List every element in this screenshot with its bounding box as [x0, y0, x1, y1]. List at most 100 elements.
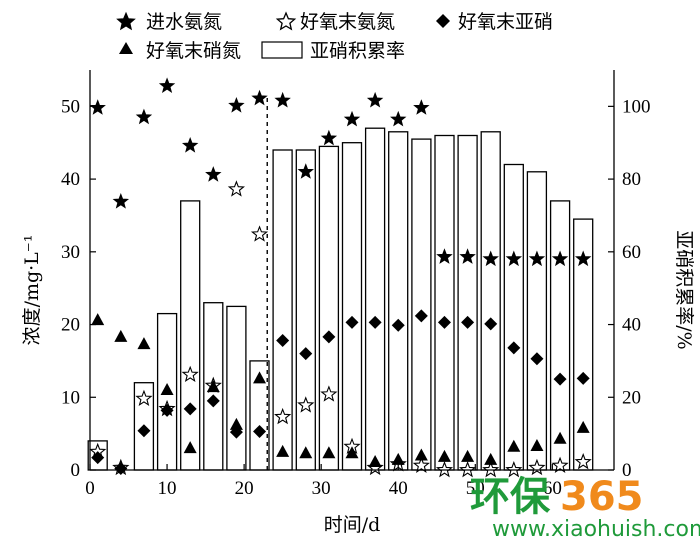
legend-item-effluent-nitrate: 好氧末硝氮: [119, 40, 241, 62]
point-influent-ammonia: [528, 250, 546, 267]
bar-nitrite-accumulation: [549, 200, 571, 471]
point-effluent-nitrate: [253, 371, 267, 384]
left-y-tick-label: 0: [71, 460, 81, 481]
point-effluent-nitrite: [461, 315, 475, 329]
legend-item-nitrite-accumulation: 亚硝积累率: [261, 40, 405, 62]
point-effluent-nitrate: [414, 448, 428, 461]
left-y-tick-label: 30: [61, 242, 80, 263]
point-influent-ammonia: [320, 129, 338, 146]
point-effluent-nitrite: [137, 424, 151, 438]
point-effluent-ammonia: [135, 389, 153, 407]
point-effluent-nitrate: [368, 455, 382, 467]
point-effluent-nitrate: [322, 446, 336, 459]
bar-nitrite-accumulation: [411, 138, 432, 471]
point-influent-ammonia: [366, 91, 384, 108]
point-influent-ammonia: [459, 248, 476, 264]
point-effluent-ammonia: [551, 456, 569, 473]
point-effluent-ammonia: [435, 460, 454, 478]
point-influent-ammonia: [228, 97, 245, 113]
watermark-logo-text-1: 环保: [470, 474, 551, 520]
bar-nitrite-accumulation: [180, 200, 201, 471]
bar-nitrite-accumulation: [295, 149, 316, 471]
point-influent-ammonia: [505, 250, 523, 267]
left-y-tick-label: 20: [61, 315, 80, 336]
legend-marker-star-open: [275, 11, 297, 31]
right-y-axis-label: 亚硝积累率/%: [673, 230, 695, 349]
point-influent-ammonia: [205, 166, 222, 182]
point-effluent-nitrate: [461, 449, 475, 462]
points-layer: [89, 77, 592, 478]
point-effluent-nitrate: [137, 337, 151, 350]
bar-nitrite-accumulation: [364, 127, 386, 471]
point-influent-ammonia: [181, 137, 199, 153]
point-effluent-nitrite: [91, 451, 105, 465]
x-tick-label: 30: [312, 478, 331, 499]
point-effluent-ammonia: [505, 460, 523, 478]
right-y-tick-label: 100: [622, 96, 651, 117]
point-effluent-nitrate: [576, 420, 590, 433]
point-influent-ammonia: [297, 163, 314, 179]
point-effluent-nitrite: [322, 330, 336, 344]
legend-marker-star-filled: [116, 11, 136, 31]
point-effluent-nitrate: [114, 329, 128, 342]
left-y-tick-label: 40: [61, 169, 80, 190]
point-effluent-nitrate: [206, 380, 220, 393]
bar-nitrite-accumulation: [388, 131, 409, 471]
point-effluent-nitrate: [276, 444, 290, 457]
bar-nitrite-accumulation: [480, 131, 501, 471]
point-effluent-nitrite: [437, 315, 451, 329]
point-effluent-nitrate: [183, 441, 197, 454]
bar-nitrite-accumulation: [226, 305, 247, 471]
x-tick-label: 0: [85, 478, 95, 499]
watermark-url: www.xiaohuish.com: [492, 517, 700, 542]
point-effluent-nitrate: [91, 313, 105, 326]
left-y-tick-label: 50: [61, 96, 80, 117]
bars-layer: [87, 127, 594, 471]
point-influent-ammonia: [89, 99, 106, 115]
point-effluent-nitrite: [414, 309, 428, 323]
point-effluent-nitrate: [229, 417, 243, 430]
left-y-tick-label: 10: [61, 387, 80, 408]
point-effluent-nitrite: [484, 317, 498, 331]
point-effluent-nitrite: [530, 352, 544, 366]
point-effluent-ammonia: [297, 396, 315, 413]
point-influent-ammonia: [251, 89, 268, 106]
bar-nitrite-accumulation: [341, 142, 363, 471]
point-influent-ammonia: [551, 250, 569, 267]
bar-nitrite-accumulation: [318, 145, 340, 471]
point-effluent-nitrite: [276, 334, 290, 348]
chart-legend: 进水氨氮 好氧末氨氮 好氧末亚硝 好氧末硝氮 亚硝积累率: [116, 11, 553, 62]
point-effluent-nitrate: [530, 439, 544, 451]
point-effluent-nitrite: [183, 402, 197, 416]
x-tick-label: 60: [543, 478, 562, 499]
point-effluent-ammonia: [320, 385, 338, 402]
watermark-logo-text-2: 365: [560, 474, 644, 520]
point-effluent-ammonia: [250, 225, 269, 242]
point-influent-ammonia: [274, 91, 291, 108]
point-effluent-nitrate: [299, 446, 313, 459]
point-influent-ammonia: [390, 110, 407, 127]
legend-label-3: 好氧末亚硝: [458, 11, 553, 33]
point-effluent-ammonia: [274, 407, 292, 425]
legend-marker-bar: [261, 41, 303, 59]
x-tick-label: 10: [158, 478, 177, 499]
bar-nitrite-accumulation: [457, 134, 478, 471]
right-y-tick-label: 80: [622, 169, 641, 190]
point-influent-ammonia: [158, 77, 176, 93]
x-tick-label: 20: [235, 478, 254, 499]
point-effluent-nitrate: [437, 449, 451, 462]
point-effluent-nitrate: [160, 383, 174, 395]
point-influent-ammonia: [135, 108, 153, 125]
x-axis-label: 时间/d: [324, 514, 381, 536]
point-effluent-nitrite: [206, 394, 220, 408]
point-effluent-ammonia: [181, 365, 199, 383]
point-influent-ammonia: [343, 110, 361, 127]
point-effluent-nitrite: [368, 315, 382, 329]
point-influent-ammonia: [574, 250, 592, 267]
point-effluent-ammonia: [412, 456, 430, 473]
right-y-tick-label: 60: [622, 242, 641, 263]
point-influent-ammonia: [482, 250, 499, 267]
legend-label-4: 好氧末硝氮: [146, 40, 241, 62]
point-effluent-ammonia: [459, 460, 477, 478]
